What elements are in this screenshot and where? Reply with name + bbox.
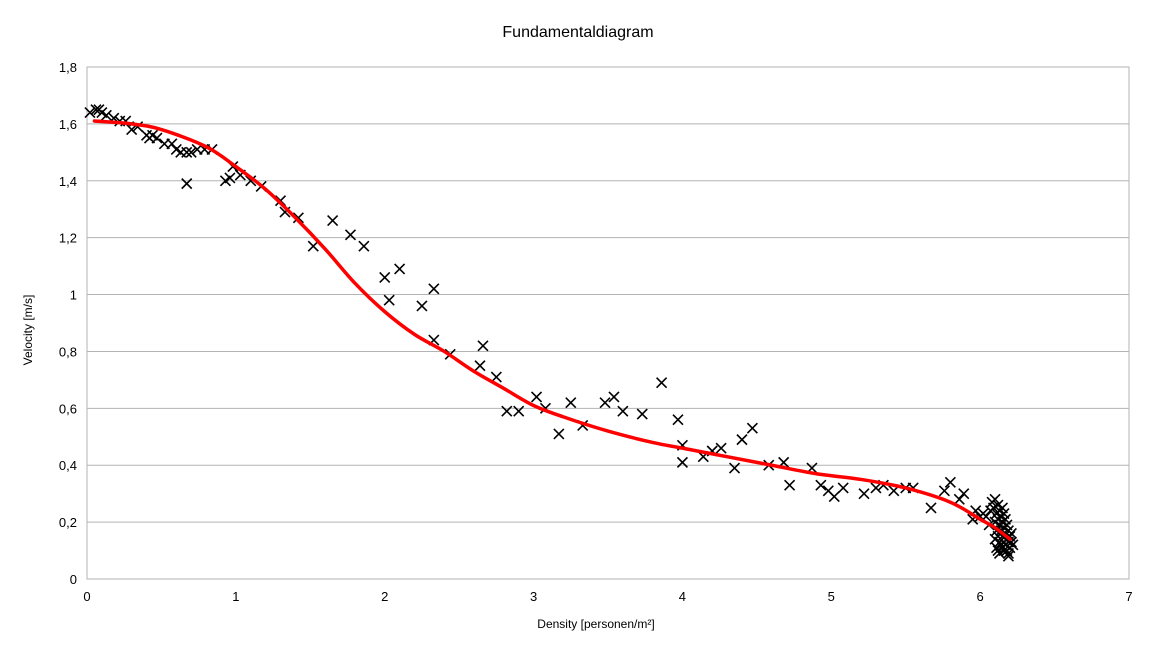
- data-point: [428, 283, 440, 295]
- data-point: [1007, 539, 1019, 551]
- data-point: [394, 263, 406, 275]
- data-point: [307, 240, 319, 252]
- data-point: [358, 240, 370, 252]
- data-point: [656, 377, 668, 389]
- data-point: [958, 488, 970, 500]
- y-tick-label: 1,4: [59, 174, 77, 189]
- y-tick-label: 0,6: [59, 401, 77, 416]
- data-point: [327, 215, 339, 227]
- data-point: [416, 300, 428, 312]
- data-point: [181, 146, 193, 158]
- data-point: [553, 428, 565, 440]
- x-tick-label: 6: [977, 589, 984, 604]
- data-point: [828, 490, 840, 503]
- y-tick-label: 1,2: [59, 231, 77, 246]
- gridlines: [87, 66, 1129, 580]
- trendline: [92, 119, 1012, 541]
- data-point: [617, 405, 629, 417]
- x-tick-label: 2: [381, 589, 388, 604]
- data-point: [938, 485, 950, 497]
- data-point: [90, 104, 102, 116]
- y-tick-label: 0: [70, 572, 77, 587]
- data-point: [728, 462, 741, 474]
- data-point: [746, 422, 758, 434]
- y-axis-tick-labels: 0 0,2 0,4 0,6 0,8 1 1,2 1,4 1,6 1,8: [59, 60, 77, 587]
- y-tick-label: 1: [70, 288, 77, 303]
- data-point: [513, 405, 525, 417]
- data-point: [608, 391, 620, 403]
- data-point: [166, 138, 178, 150]
- data-point: [815, 479, 827, 491]
- data-point: [126, 124, 138, 136]
- y-tick-label: 1,8: [59, 60, 77, 75]
- data-point: [501, 405, 513, 417]
- data-point: [530, 391, 543, 403]
- data-points: [84, 104, 1019, 562]
- y-tick-label: 0,4: [59, 458, 77, 473]
- data-point: [784, 479, 796, 491]
- data-point: [636, 408, 648, 420]
- data-point: [599, 397, 611, 409]
- data-point: [676, 456, 688, 468]
- plot-area-frame: [86, 66, 1130, 580]
- x-axis-title: Density [personen/m²]: [537, 617, 654, 631]
- data-point: [292, 212, 304, 224]
- data-point: [715, 442, 727, 454]
- x-tick-label: 5: [828, 589, 835, 604]
- data-point: [858, 488, 870, 500]
- x-tick-label: 7: [1125, 589, 1132, 604]
- data-point: [837, 482, 849, 494]
- data-point: [736, 434, 748, 446]
- data-point: [245, 175, 257, 187]
- data-point: [224, 172, 236, 184]
- data-point: [672, 414, 684, 426]
- data-point: [474, 360, 486, 372]
- data-point: [1002, 550, 1014, 562]
- data-point: [944, 476, 956, 488]
- data-point: [100, 109, 112, 121]
- y-tick-label: 0,2: [59, 515, 77, 530]
- x-axis-tick-labels: 0 1 2 3 4 5 6 7: [83, 589, 1132, 604]
- data-point: [477, 340, 489, 352]
- x-tick-label: 0: [83, 589, 90, 604]
- chart-title: Fundamentaldiagram: [502, 24, 653, 41]
- y-tick-label: 0,8: [59, 344, 77, 359]
- data-point: [181, 178, 193, 190]
- data-point: [565, 397, 577, 409]
- x-tick-label: 4: [679, 589, 686, 604]
- data-point: [870, 482, 882, 494]
- data-point: [953, 493, 965, 505]
- x-tick-label: 1: [232, 589, 239, 604]
- y-tick-label: 1,6: [59, 117, 77, 132]
- data-point: [151, 132, 163, 144]
- data-point: [344, 229, 357, 241]
- data-point: [379, 271, 391, 284]
- data-point: [925, 502, 937, 514]
- y-axis-title: Velocity [m/s]: [21, 295, 35, 366]
- x-tick-label: 3: [530, 589, 537, 604]
- data-point: [383, 294, 395, 306]
- data-point: [185, 146, 197, 158]
- data-point: [84, 106, 96, 119]
